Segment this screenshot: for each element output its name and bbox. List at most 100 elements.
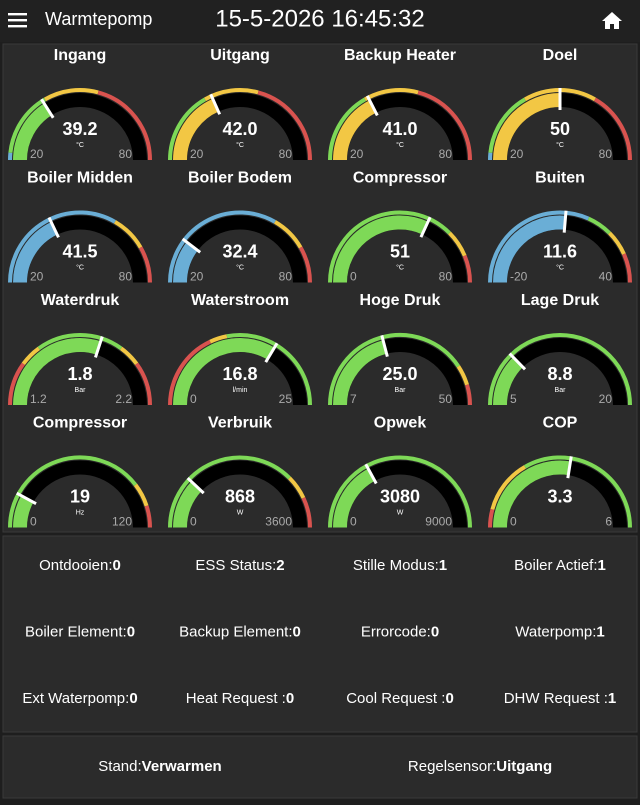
gauge-needle xyxy=(564,211,566,233)
gauge-max: 120 xyxy=(112,515,132,529)
gauge-value: 50 xyxy=(550,119,570,139)
gauge-title: Uitgang xyxy=(210,47,270,64)
status-item-label: Heat Request : xyxy=(186,690,286,707)
gauge-min: 20 xyxy=(510,147,524,161)
status-item-value: 0 xyxy=(431,623,439,640)
status-item-value: 1 xyxy=(608,690,616,707)
gauge-unit: °C xyxy=(76,263,84,271)
gauge-max: 2.2 xyxy=(115,392,132,406)
gauge-fill xyxy=(20,499,27,528)
gauge-max: 80 xyxy=(439,147,453,161)
gauge-max: 80 xyxy=(119,147,133,161)
gauge-value: 39.2 xyxy=(62,119,97,139)
status-item: Heat Request :0 xyxy=(186,690,294,707)
status-item: Waterpomp:1 xyxy=(515,623,604,640)
gauge-title: Compressor xyxy=(33,415,127,432)
gauge-max: 6 xyxy=(605,515,612,529)
gauge-title: Compressor xyxy=(353,170,447,187)
gauge-min: 5 xyxy=(510,392,517,406)
gauge-title: COP xyxy=(543,415,578,432)
gauge-title: Buiten xyxy=(535,170,585,187)
gauge-title: Verbruik xyxy=(208,415,272,432)
gauge-max: 80 xyxy=(279,147,293,161)
status-item-label: Ext Waterpomp: xyxy=(22,690,129,707)
footer-item: Regelsensor:Uitgang xyxy=(408,758,552,775)
status-item-label: Backup Element: xyxy=(179,623,292,640)
status-item-value: 2 xyxy=(276,557,284,574)
gauge-min: -20 xyxy=(510,270,528,284)
gauge-unit: °C xyxy=(396,141,404,149)
footer-item-label: Regelsensor: xyxy=(408,758,496,775)
status-item-label: ESS Status: xyxy=(195,557,276,574)
gauge-title: Lage Druk xyxy=(521,292,599,309)
status-item: Ext Waterpomp:0 xyxy=(22,690,137,707)
gauge-min: 0 xyxy=(510,515,517,529)
gauge-value: 1.8 xyxy=(67,364,92,384)
gauge-max: 9000 xyxy=(425,515,452,529)
gauge-unit: l/min xyxy=(233,387,248,394)
gauge-title: Hoge Druk xyxy=(360,292,441,309)
gauge-min: 20 xyxy=(350,147,364,161)
status-item: Boiler Element:0 xyxy=(25,623,135,640)
gauge-value: 42.0 xyxy=(222,119,257,139)
status-item-value: 0 xyxy=(127,623,135,640)
status-item-value: 0 xyxy=(113,557,121,574)
status-item-value: 0 xyxy=(286,690,294,707)
gauge-unit: °C xyxy=(76,141,84,149)
gauge-min: 0 xyxy=(190,392,197,406)
gauge-title: Waterdruk xyxy=(41,292,120,309)
footer-item-label: Stand: xyxy=(98,758,141,775)
gauge-max: 40 xyxy=(599,270,613,284)
gauge-min: 1.2 xyxy=(30,392,47,406)
gauge-min: 0 xyxy=(350,270,357,284)
status-item: Stille Modus:1 xyxy=(353,557,447,574)
gauge-band xyxy=(490,509,492,527)
gauge-value: 868 xyxy=(225,486,255,506)
gauge-unit: °C xyxy=(556,141,564,149)
status-item-value: 0 xyxy=(129,690,137,707)
gauge-title: Boiler Bodem xyxy=(188,170,292,187)
gauge-unit: Hz xyxy=(76,509,85,516)
status-item-label: Stille Modus: xyxy=(353,557,439,574)
gauge-title: Opwek xyxy=(374,415,427,432)
gauge-min: 20 xyxy=(30,270,44,284)
status-item-label: Waterpomp: xyxy=(515,623,596,640)
status-item-value: 0 xyxy=(445,690,453,707)
status-item: Errorcode:0 xyxy=(361,623,439,640)
gauge-unit: °C xyxy=(236,141,244,149)
footer-item-value: Verwarmen xyxy=(142,758,222,775)
datetime: 15-5-2026 16:45:32 xyxy=(215,5,425,32)
status-item-label: Errorcode: xyxy=(361,623,431,640)
gauge-max: 80 xyxy=(439,270,453,284)
gauge-max: 3600 xyxy=(265,515,292,529)
status-item: ESS Status:2 xyxy=(195,557,284,574)
status-item: Boiler Actief:1 xyxy=(514,557,606,574)
gauge-unit: °C xyxy=(396,263,404,271)
gauge-value: 41.5 xyxy=(62,241,97,261)
status-item: Ontdooien:0 xyxy=(39,557,121,574)
app-title: Warmtepomp xyxy=(45,9,152,29)
gauge-max: 20 xyxy=(599,392,613,406)
menu-button[interactable] xyxy=(8,13,27,27)
gauge-value: 19 xyxy=(70,486,90,506)
gauge-min: 20 xyxy=(30,147,44,161)
gauge-title: Ingang xyxy=(54,47,106,64)
status-item-label: Boiler Element: xyxy=(25,623,127,640)
gauge-unit: Bar xyxy=(395,387,407,394)
status-item-label: Ontdooien: xyxy=(39,557,112,574)
gauge-value: 11.6 xyxy=(543,241,577,261)
gauge-unit: °C xyxy=(556,263,564,271)
gauge-unit: °C xyxy=(236,263,244,271)
gauge-min: 20 xyxy=(190,270,204,284)
gauge-unit: Bar xyxy=(555,387,567,394)
footer-item: Stand:Verwarmen xyxy=(98,758,221,775)
gauge-min: 0 xyxy=(30,515,37,529)
status-item-value: 1 xyxy=(598,557,606,574)
gauge-min: 0 xyxy=(350,515,357,529)
status-item-value: 1 xyxy=(439,557,447,574)
status-item-label: Cool Request : xyxy=(346,690,445,707)
status-item-label: Boiler Actief: xyxy=(514,557,597,574)
gauge-value: 41.0 xyxy=(382,119,417,139)
gauge-max: 80 xyxy=(599,147,613,161)
